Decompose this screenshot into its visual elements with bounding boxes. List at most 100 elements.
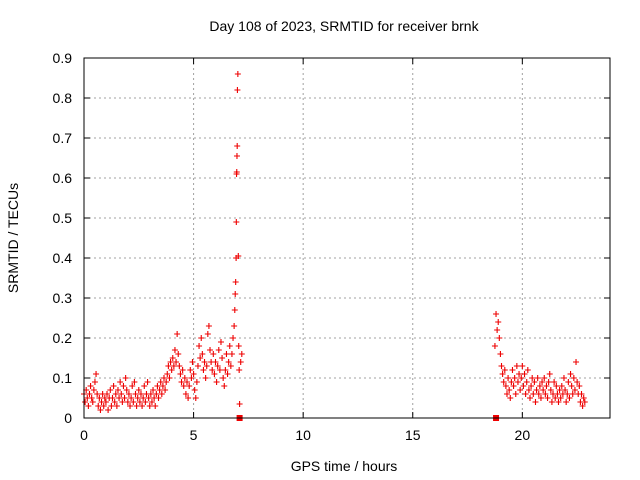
data-point: [180, 383, 187, 389]
data-point: [175, 351, 182, 357]
data-point: [236, 401, 243, 407]
data-point: [135, 387, 142, 393]
data-point: [145, 395, 152, 401]
data-point: [207, 347, 214, 353]
data-point: [558, 383, 565, 389]
data-point: [177, 371, 184, 377]
data-point: [576, 383, 583, 389]
data-point: [571, 387, 578, 393]
data-point: [546, 371, 553, 377]
data-point: [119, 399, 126, 405]
data-point: [562, 387, 569, 393]
data-point: [521, 371, 528, 377]
data-point: [136, 399, 143, 405]
data-point: [555, 399, 562, 405]
data-point: [133, 403, 140, 409]
data-point: [493, 311, 500, 317]
data-point: [500, 379, 507, 385]
data-points: [81, 71, 588, 421]
data-point: [528, 383, 535, 389]
data-point: [551, 379, 558, 385]
data-point: [495, 319, 502, 325]
data-point: [520, 383, 527, 389]
data-point: [238, 351, 245, 357]
axis-ticks: 0 0.1 0.2 0.3 0.4 0.5 0.6 0.7 0.8 0.9 0 5 10 15 20: [53, 50, 610, 443]
y-tick-label: 0: [64, 410, 72, 426]
x-tick-label: 5: [190, 427, 198, 443]
data-point: [100, 403, 107, 409]
data-point: [567, 371, 574, 377]
data-point: [506, 387, 513, 393]
data-point: [141, 383, 148, 389]
data-point: [152, 403, 159, 409]
data-point: [187, 367, 194, 373]
data-point: [508, 379, 515, 385]
data-point: [121, 395, 128, 401]
data-point: [221, 383, 228, 389]
data-point: [233, 219, 240, 225]
data-point: [104, 391, 111, 397]
data-point: [146, 403, 153, 409]
data-point: [212, 359, 219, 365]
data-point: [205, 323, 212, 329]
data-point: [236, 367, 243, 373]
data-point: [164, 371, 171, 377]
data-point: [184, 379, 191, 385]
data-point: [226, 343, 233, 349]
data-point: [169, 355, 176, 361]
data-point: [581, 399, 588, 405]
data-point: [156, 387, 163, 393]
data-point: [514, 379, 521, 385]
data-point: [194, 363, 201, 369]
data-point: [503, 391, 510, 397]
data-point: [553, 383, 560, 389]
y-tick-label: 0.4: [53, 250, 73, 266]
data-point: [159, 383, 166, 389]
data-point: [547, 387, 554, 393]
data-point: [513, 363, 520, 369]
data-point: [134, 395, 141, 401]
data-point: [192, 395, 199, 401]
data-point: [496, 335, 503, 341]
data-point: [498, 363, 505, 369]
data-point: [225, 359, 232, 365]
data-point: [533, 387, 540, 393]
data-point: [497, 351, 504, 357]
data-point: [560, 375, 567, 381]
data-point: [220, 375, 227, 381]
data-point: [124, 399, 131, 405]
data-point: [540, 387, 547, 393]
y-tick-label: 0.8: [53, 90, 73, 106]
data-point: [524, 367, 531, 373]
data-point: [189, 359, 196, 365]
data-point: [116, 395, 123, 401]
data-point: [90, 387, 97, 393]
data-point: [114, 387, 121, 393]
data-point: [117, 379, 124, 385]
data-point: [539, 379, 546, 385]
data-point: [113, 403, 120, 409]
data-point: [148, 399, 155, 405]
data-point: [179, 367, 186, 373]
data-point: [174, 331, 181, 337]
data-point: [158, 391, 165, 397]
data-point: [128, 395, 135, 401]
data-point: [556, 387, 563, 393]
data-point: [217, 339, 224, 345]
data-point: [137, 391, 144, 397]
data-point: [193, 379, 200, 385]
data-point: [153, 391, 160, 397]
data-point: [123, 387, 130, 393]
data-point: [234, 143, 241, 149]
data-point: [580, 395, 587, 401]
data-point: [201, 359, 208, 365]
data-point: [163, 379, 170, 385]
data-point: [574, 379, 581, 385]
plot-frame: [83, 57, 611, 419]
data-point: [519, 363, 526, 369]
data-point: [509, 367, 516, 373]
data-point: [543, 383, 550, 389]
y-tick-label: 0.1: [53, 370, 73, 386]
data-point: [170, 363, 177, 369]
